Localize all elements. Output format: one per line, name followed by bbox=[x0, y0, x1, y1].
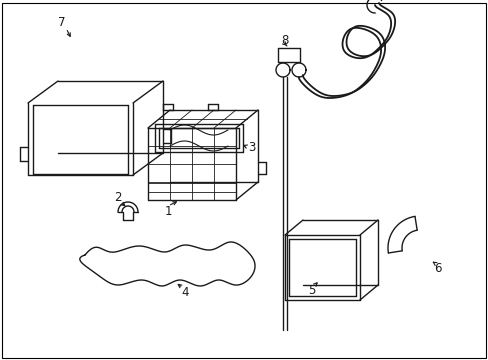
Text: 7: 7 bbox=[58, 15, 65, 28]
Text: 2: 2 bbox=[114, 192, 122, 204]
Text: 3: 3 bbox=[248, 141, 255, 154]
Text: 6: 6 bbox=[433, 261, 441, 274]
Text: 8: 8 bbox=[281, 33, 288, 46]
Text: 5: 5 bbox=[307, 284, 315, 297]
Text: 4: 4 bbox=[181, 285, 188, 298]
Text: 1: 1 bbox=[164, 206, 171, 219]
